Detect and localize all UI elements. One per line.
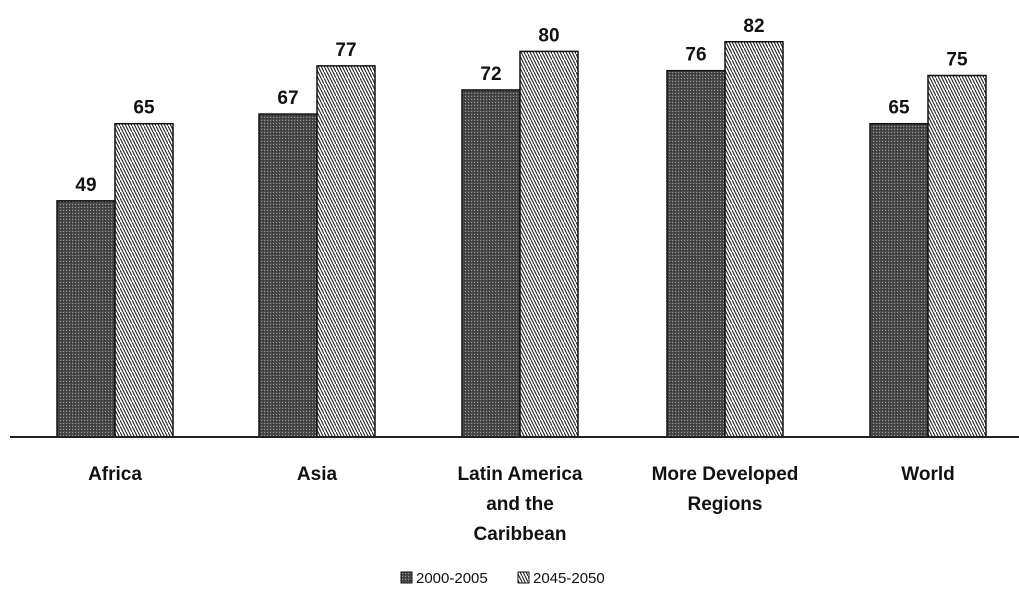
data-label: 49 [75, 175, 96, 196]
bar-2000-2005-more-developed-regions [667, 71, 725, 437]
data-label: 82 [743, 16, 764, 37]
data-label: 80 [538, 25, 559, 46]
bar-2045-2050-world [928, 76, 986, 438]
bar-2000-2005-latin-america-and-the-caribbean [462, 90, 520, 437]
data-label: 76 [685, 45, 706, 66]
data-label: 65 [888, 98, 910, 119]
bar-2045-2050-asia [317, 66, 375, 437]
category-tick-label: Regions [688, 494, 763, 515]
bar-2045-2050-latin-america-and-the-caribbean [520, 51, 578, 437]
category-tick-label: Latin America [458, 464, 583, 485]
bars-layer [57, 42, 986, 437]
data-label: 77 [335, 40, 356, 61]
category-tick-label: Asia [297, 464, 338, 485]
category-tick-label: and the [486, 494, 554, 515]
bar-2045-2050-africa [115, 124, 173, 437]
category-tick-label: Caribbean [474, 524, 567, 545]
data-label: 72 [480, 64, 501, 85]
legend-label: 2045-2050 [533, 570, 605, 587]
legend: 2000-2005 2045-2050 [401, 570, 605, 587]
bar-2000-2005-world [870, 124, 928, 437]
category-tick-label: Africa [88, 464, 142, 485]
category-tick-label: World [901, 464, 954, 485]
legend-label: 2000-2005 [416, 570, 488, 587]
data-label: 65 [133, 98, 155, 119]
bar-2000-2005-asia [259, 114, 317, 437]
legend-swatch [518, 572, 529, 583]
data-label: 75 [946, 50, 968, 71]
category-tick-label: More Developed [652, 464, 799, 485]
bar-2045-2050-more-developed-regions [725, 42, 783, 437]
legend-swatch [401, 572, 412, 583]
data-label: 67 [277, 88, 298, 109]
bar-2000-2005-africa [57, 201, 115, 437]
